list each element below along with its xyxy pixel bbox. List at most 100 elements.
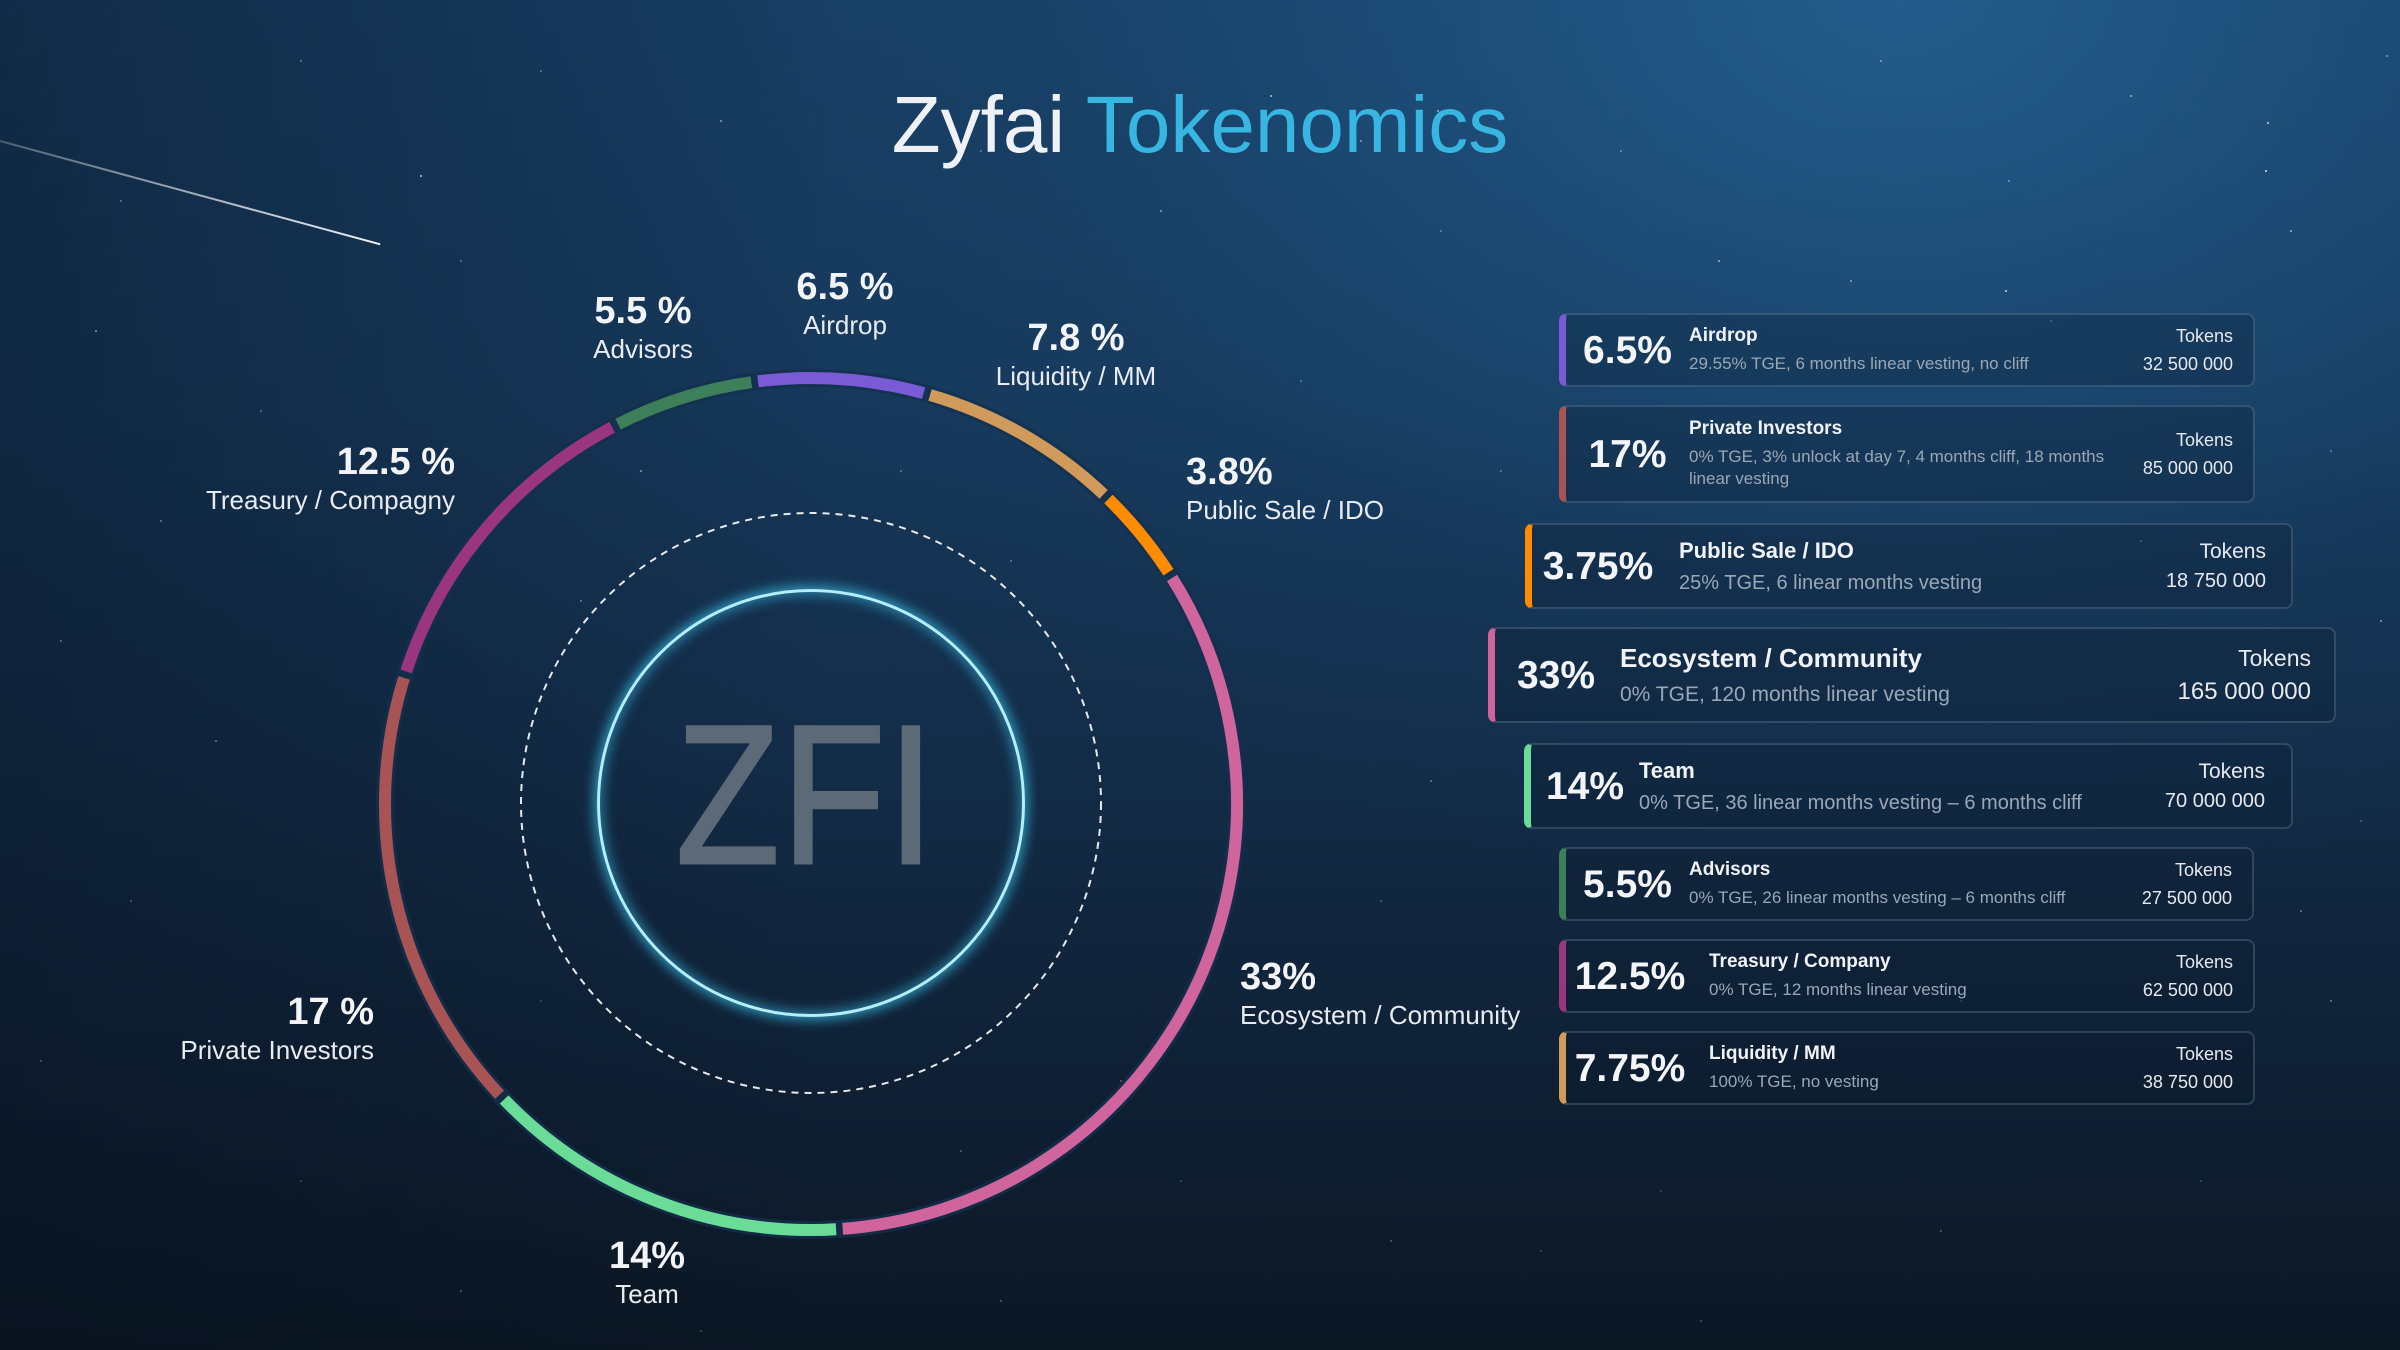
donut-label-name: Team [615,1279,679,1309]
donut-label-percent: 33% [1240,956,1317,998]
donut-label-liquidity: 7.8 % Liquidity / MM [996,319,1156,389]
allocation-name: Advisors [1689,859,1771,880]
tokens-amount: 32 500 000 [2142,354,2233,374]
allocation-name: Liquidity / MM [1709,1043,1836,1064]
allocation-card-advisors: 5.5% Advisors 0% TGE, 26 linear months v… [1559,847,2254,921]
allocation-card-public-sale: 3.75% Public Sale / IDO 25% TGE, 6 linea… [1525,523,2293,609]
allocation-vesting: 0% TGE, 36 linear months vesting – 6 mon… [1639,791,2082,814]
donut-label-treasury: 12.5 % Treasury / Compagny [206,443,455,513]
title-brand: Zyfai [891,80,1066,169]
tokens-label: Tokens [2175,1044,2233,1064]
allocation-percent: 3.75% [1542,544,1654,588]
allocation-card-treasury: 12.5% Treasury / Company 0% TGE, 12 mont… [1559,939,2255,1013]
donut-segment-liquidity-mm [378,371,1243,1236]
donut-label-ecosystem: 33% Ecosystem / Community [1240,958,1520,1028]
tokens-amount: 62 500 000 [2142,980,2233,1000]
tokens-amount: 38 750 000 [2142,1072,2233,1092]
donut-segment-treasury-compagny [379,372,1243,1236]
allocation-tokens: Tokens 62 500 000 [2143,951,2253,1001]
page-title: Zyfai Tokenomics [0,85,2400,165]
tokens-amount: 18 750 000 [2165,570,2266,592]
allocation-percent: 33% [1516,653,1596,697]
donut-segments [378,371,1243,1236]
allocation-percent: 5.5% [1583,862,1672,906]
allocation-vesting: 100% TGE, no vesting [1709,1072,1879,1091]
allocation-percent: 6.5% [1583,328,1672,372]
donut-segment-team [379,372,1243,1236]
donut-segment-private-investors [379,372,1243,1236]
allocation-card-team: 14% Team 0% TGE, 36 linear months vestin… [1524,743,2293,829]
donut-label-percent: 17 % [287,991,374,1033]
allocation-percent: 7.75% [1574,1046,1686,1090]
allocation-name: Ecosystem / Community [1620,643,1922,673]
allocation-info: Treasury / Company 0% TGE, 12 months lin… [1709,951,2143,1001]
tokens-label: Tokens [2174,860,2232,880]
allocation-info: Ecosystem / Community 0% TGE, 120 months… [1620,643,2178,707]
donut-label-percent: 7.8 % [1027,317,1125,359]
tokens-label: Tokens [2198,760,2265,783]
donut-label-name: Airdrop [803,310,887,340]
donut-label-name: Private Investors [180,1035,374,1065]
tokens-label: Tokens [2238,644,2311,671]
allocation-tokens: Tokens 32 500 000 [2143,325,2253,375]
allocation-name: Team [1639,757,1695,783]
donut-label-public-sale: 3.8% Public Sale / IDO [1186,453,1384,523]
allocation-percent: 14% [1545,764,1625,808]
donut-label-name: Liquidity / MM [995,361,1157,391]
allocation-info: Private Investors 0% TGE, 3% unlock at d… [1689,418,2143,490]
allocation-card-liquidity: 7.75% Liquidity / MM 100% TGE, no vestin… [1559,1031,2255,1105]
donut-label-name: Public Sale / IDO [1186,495,1384,525]
allocation-card-airdrop: 6.5% Airdrop 29.55% TGE, 6 months linear… [1559,313,2255,387]
glowing-center-ring [597,589,1025,1017]
tokens-amount: 27 500 000 [2141,888,2232,908]
donut-segment-advisors [379,372,1243,1236]
donut-segment-public-sale-ido [379,372,1243,1236]
tokens-amount: 70 000 000 [2164,790,2265,812]
tokens-label: Tokens [2175,952,2233,972]
allocation-card-private-investors: 17% Private Investors 0% TGE, 3% unlock … [1559,405,2255,503]
allocation-vesting: 25% TGE, 6 linear months vesting [1679,571,1983,594]
tokens-label: Tokens [2199,540,2266,563]
allocation-info: Public Sale / IDO 25% TGE, 6 linear mont… [1679,538,2166,595]
allocation-info: Liquidity / MM 100% TGE, no vesting [1709,1043,2143,1093]
donut-segment-ecosystem-community [379,372,1243,1236]
donut-label-name: Treasury / Compagny [205,485,455,515]
allocation-name: Public Sale / IDO [1679,537,1854,563]
allocation-vesting: 0% TGE, 12 months linear vesting [1709,980,1967,999]
allocation-tokens: Tokens 70 000 000 [2165,759,2291,813]
allocation-tokens: Tokens 165 000 000 [2178,645,2334,706]
allocation-info: Team 0% TGE, 36 linear months vesting – … [1639,758,2165,815]
tokens-amount: 165 000 000 [2177,677,2311,705]
allocation-tokens: Tokens 85 000 000 [2143,429,2253,479]
donut-label-percent: 5.5 % [594,290,692,332]
allocation-vesting: 0% TGE, 3% unlock at day 7, 4 months cli… [1689,447,2105,488]
title-accent: Tokenomics [1085,80,1509,169]
tokens-label: Tokens [2175,430,2233,450]
token-symbol: ZFI [674,684,937,905]
allocation-vesting: 0% TGE, 26 linear months vesting – 6 mon… [1689,888,2066,907]
donut-label-airdrop: 6.5 % Airdrop [796,268,893,338]
allocation-name: Airdrop [1689,325,1758,346]
donut-label-name: Advisors [593,334,693,364]
allocation-name: Private Investors [1689,418,1843,439]
allocation-tokens: Tokens 38 750 000 [2143,1043,2253,1093]
allocation-card-ecosystem: 33% Ecosystem / Community 0% TGE, 120 mo… [1488,627,2336,723]
donut-label-percent: 12.5 % [336,441,455,483]
donut-label-team: 14% Team [609,1237,685,1307]
donut-segment-airdrop [379,371,1243,1236]
donut-label-advisors: 5.5 % Advisors [593,292,693,362]
allocation-tokens: Tokens 27 500 000 [2142,859,2252,909]
tokens-label: Tokens [2175,326,2233,346]
donut-label-private-investors: 17 % Private Investors [180,993,374,1063]
allocation-info: Airdrop 29.55% TGE, 6 months linear vest… [1689,325,2143,375]
donut-label-percent: 3.8% [1186,451,1273,493]
allocation-name: Treasury / Company [1709,951,1891,972]
allocation-percent: 17% [1588,432,1667,476]
allocation-vesting: 0% TGE, 120 months linear vesting [1620,683,1950,706]
allocation-info: Advisors 0% TGE, 26 linear months vestin… [1689,859,2142,909]
tokens-amount: 85 000 000 [2142,458,2233,478]
dashed-guide-circle [520,512,1102,1094]
allocation-percent: 12.5% [1574,954,1686,998]
